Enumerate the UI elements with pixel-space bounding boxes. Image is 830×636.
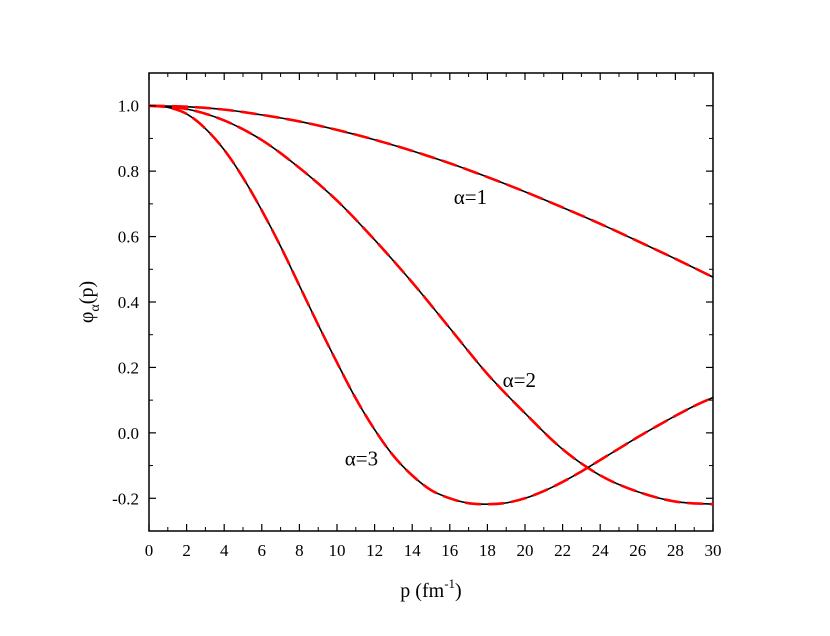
x-tick-label-16: 16 bbox=[441, 541, 458, 560]
y-tick-label--0.2: -0.2 bbox=[112, 489, 139, 508]
annotation-alpha-3: α=3 bbox=[345, 447, 378, 471]
plot-frame bbox=[148, 72, 714, 532]
y-tick-label-0.8: 0.8 bbox=[118, 162, 139, 181]
curve-dashed-3 bbox=[148, 104, 714, 506]
x-tick-label-2: 2 bbox=[182, 541, 191, 560]
x-tick-label-12: 12 bbox=[366, 541, 383, 560]
annotation-alpha-2: α=2 bbox=[503, 368, 536, 392]
annotation-alpha-1: α=1 bbox=[454, 185, 487, 209]
curves bbox=[148, 104, 714, 506]
curve-dashed-1 bbox=[148, 104, 714, 279]
x-tick-label-4: 4 bbox=[220, 541, 229, 560]
y-tick-label-0.4: 0.4 bbox=[118, 293, 140, 312]
y-tick-label-0: 0.0 bbox=[118, 424, 139, 443]
x-tick-label-0: 0 bbox=[145, 541, 154, 560]
curve-solid-1 bbox=[148, 104, 714, 278]
x-tick-label-8: 8 bbox=[295, 541, 304, 560]
x-tick-label-24: 24 bbox=[592, 541, 610, 560]
x-tick-label-26: 26 bbox=[629, 541, 646, 560]
x-tick-label-14: 14 bbox=[404, 541, 422, 560]
y-tick-label-1: 1.0 bbox=[118, 97, 139, 116]
x-tick-label-10: 10 bbox=[329, 541, 346, 560]
x-tick-label-30: 30 bbox=[705, 541, 722, 560]
x-axis: 0 2 4 6 8 10 12 14 16 18 20 22 24 26 28 30 bbox=[145, 73, 722, 560]
y-axis: -0.2 0.0 0.2 0.4 0.6 0.8 1.0 bbox=[112, 72, 713, 532]
x-tick-label-28: 28 bbox=[667, 541, 684, 560]
x-tick-label-6: 6 bbox=[258, 541, 267, 560]
x-tick-label-18: 18 bbox=[479, 541, 496, 560]
annotations: α=1 α=2 α=3 bbox=[345, 185, 536, 471]
y-tick-label-0.6: 0.6 bbox=[118, 228, 139, 247]
x-tick-label-22: 22 bbox=[554, 541, 571, 560]
y-tick-label-0.2: 0.2 bbox=[118, 358, 139, 377]
y-axis-label: φα(p) bbox=[76, 281, 103, 323]
x-axis-label: p (fm-1) bbox=[400, 576, 461, 602]
x-tick-label-20: 20 bbox=[517, 541, 534, 560]
curve-dashed-2 bbox=[148, 104, 714, 506]
